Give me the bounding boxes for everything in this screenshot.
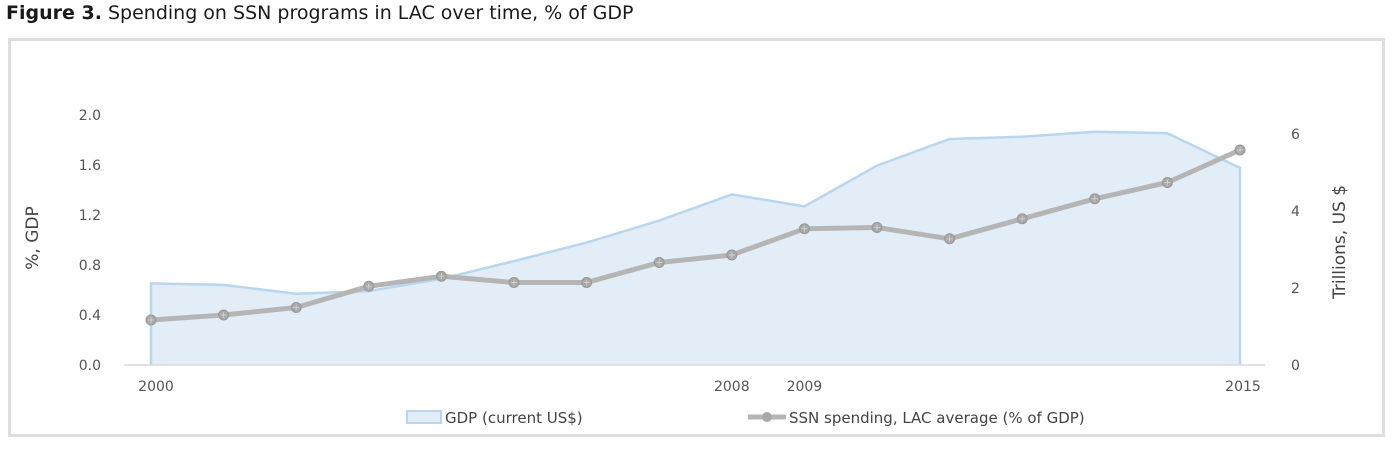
x-tick-label: 2015 [1225,379,1261,395]
y-right-axis-title: Trillions, US $ [1330,185,1350,300]
y-left-tick-label: 0.8 [79,258,101,274]
ssn-point-marker [1237,147,1243,153]
ssn-point-marker [583,279,590,286]
figure-title: Figure 3. Spending on SSN programs in LA… [6,2,633,24]
y-right-tick-label: 2 [1291,281,1300,297]
legend-ssn-label: SSN spending, LAC average (% of GDP) [789,409,1085,427]
ssn-point-marker [656,259,663,266]
y-left-tick-label: 0.0 [79,358,101,374]
ssn-point-marker [293,304,300,311]
legend-gdp-label: GDP (current US$) [445,409,583,427]
legend-ssn-swatch-marker [762,412,772,422]
x-tick-label: 2009 [787,379,823,395]
ssn-point-marker [220,312,227,318]
ssn-point-marker [874,224,880,231]
ssn-point-marker [728,252,735,258]
ssn-point-marker [1164,179,1171,186]
x-tick-label: 2000 [138,379,174,395]
ssn-point-marker [365,283,372,290]
ssn-point-marker [511,279,517,286]
ssn-point-marker [1091,195,1098,202]
ssn-point-marker [946,235,953,242]
y-right-tick-label: 0 [1291,358,1300,374]
figure-label: Figure 3. [6,2,102,24]
ssn-point-marker [1019,215,1026,222]
y-right-tick-label: 6 [1291,127,1300,143]
y-left-tick-label: 2.0 [79,108,101,124]
y-left-tick-label: 1.2 [79,208,101,224]
figure-caption: Spending on SSN programs in LAC over tim… [101,2,634,24]
ssn-line [150,147,1242,323]
ssn-point-marker [438,273,445,280]
ssn-point-marker [801,225,808,232]
y-left-tick-label: 0.4 [79,308,101,324]
x-tick-label: 2008 [714,379,750,395]
y-right-tick-label: 4 [1291,204,1300,220]
y-left-tick-label: 1.6 [79,158,101,174]
legend-gdp-swatch [406,410,442,424]
gdp-area-line [149,130,1242,365]
gdp-area-fill [151,131,1240,365]
ssn-point-marker [148,317,154,323]
y-left-axis-title: %, GDP [23,206,43,269]
